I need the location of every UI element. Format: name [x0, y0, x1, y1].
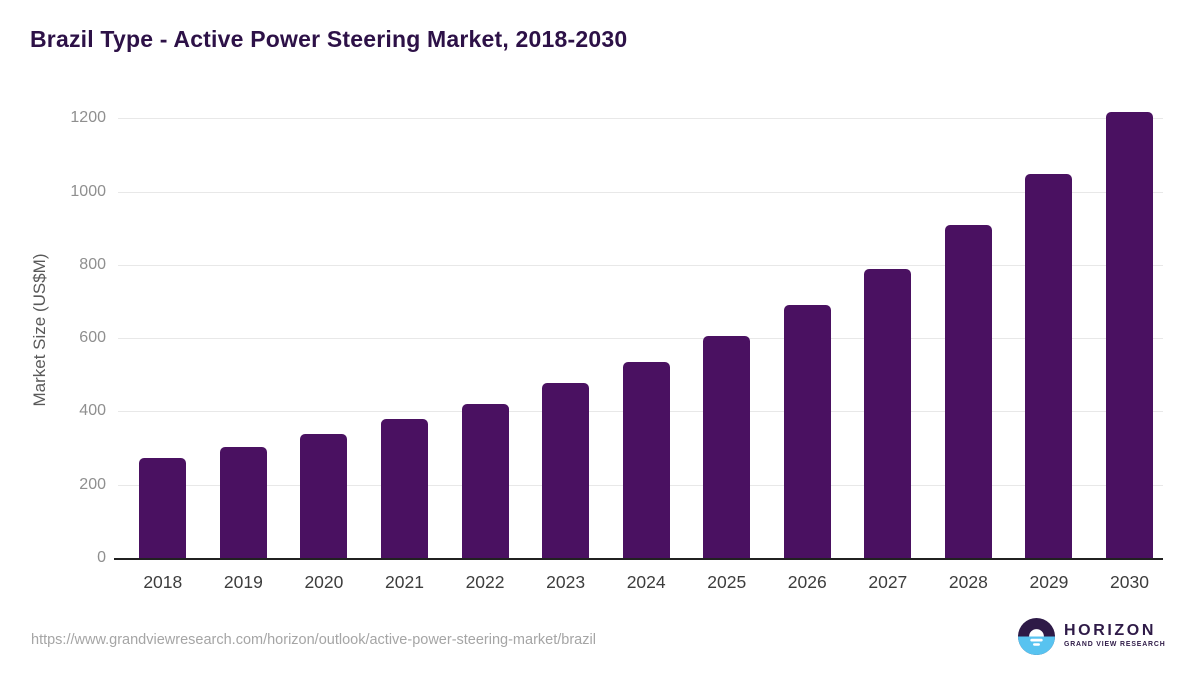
y-tick-label-400: 400 [79, 402, 106, 420]
bar-2022[interactable] [461, 403, 509, 559]
logo-name: HORIZON [1064, 622, 1156, 639]
bar-2021[interactable] [380, 419, 428, 559]
logo-tagline: GRAND VIEW RESEARCH [1064, 641, 1166, 648]
bar-2023[interactable] [542, 383, 590, 559]
y-axis-title: Market Size (US$M) [30, 253, 49, 407]
x-tick-label-2027: 2027 [868, 572, 908, 592]
y-tick-label-1000: 1000 [70, 182, 106, 200]
plot-area: Market Size (US$M) 0 200 400 600 800 1000 1200… [30, 99, 1163, 592]
gridline-800 [118, 264, 1163, 266]
x-tick-label-2028: 2028 [948, 572, 988, 592]
gridline-600 [118, 338, 1163, 340]
logo-text: HORIZON GRAND VIEW RESEARCH [1064, 622, 1166, 649]
bar-2018[interactable] [139, 457, 187, 559]
gridline-1000 [118, 191, 1163, 193]
x-tick-label-2030: 2030 [1110, 572, 1149, 592]
x-tick-label-2024: 2024 [626, 572, 666, 592]
x-tick-label-2026: 2026 [787, 572, 827, 592]
bar-2028[interactable] [944, 225, 992, 559]
x-tick-label-2021: 2021 [385, 572, 424, 592]
x-tick-label-2022: 2022 [465, 572, 505, 592]
x-axis-line [114, 558, 1163, 560]
x-tick-label-2023: 2023 [546, 572, 586, 592]
bar-2025[interactable] [703, 335, 751, 559]
bar-2020[interactable] [300, 434, 348, 559]
bar-2030[interactable] [1106, 111, 1154, 559]
x-tick-label-2020: 2020 [304, 572, 344, 592]
y-tick-label-1200: 1200 [70, 109, 106, 127]
bar-2026[interactable] [783, 305, 831, 559]
y-tick-label-800: 800 [79, 255, 106, 273]
bar-2019[interactable] [219, 446, 267, 559]
x-tick-label-2019: 2019 [223, 572, 263, 592]
chart-title: Brazil Type - Active Power Steering Mark… [30, 26, 628, 52]
bar-2027[interactable] [864, 269, 912, 559]
bar-2029[interactable] [1025, 173, 1073, 559]
source-url: https://www.grandviewresearch.com/horizo… [31, 632, 596, 648]
y-tick-label-600: 600 [79, 329, 106, 347]
x-tick-label-2018: 2018 [143, 572, 183, 592]
y-tick-label-0: 0 [97, 549, 106, 566]
y-tick-label-200: 200 [79, 475, 106, 493]
bar-2024[interactable] [622, 361, 670, 559]
horizon-logo: HORIZON GRAND VIEW RESEARCH [1018, 618, 1166, 655]
gridline-1200 [118, 118, 1163, 120]
x-tick-label-2029: 2029 [1029, 572, 1069, 592]
sunset-circle-icon [1018, 618, 1055, 655]
x-tick-label-2025: 2025 [707, 572, 747, 592]
